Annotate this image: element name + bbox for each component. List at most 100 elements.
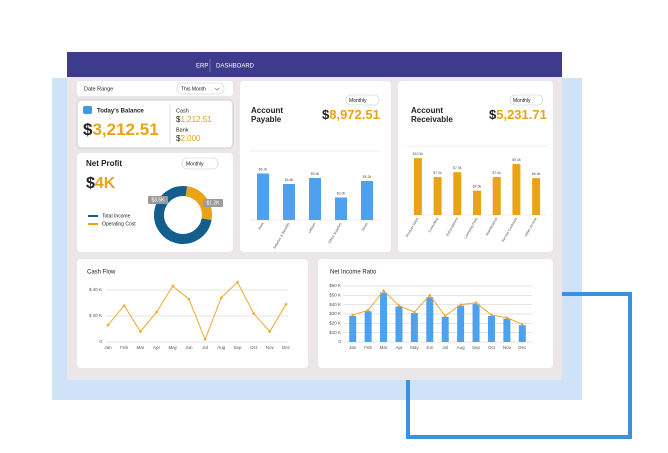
donut-segment [185,186,212,221]
amount: $4K [86,175,116,192]
point [171,284,175,288]
x-tick-label: Jul [442,345,448,350]
amount: $5,231.71 [489,107,547,122]
point [203,338,207,341]
point [106,323,110,327]
x-tick-label: Oct [488,345,496,350]
point [443,314,447,318]
card-title: Cash Flow [87,270,116,276]
point [397,304,401,307]
data-label: $3.5K [151,197,165,203]
donut-segment [154,186,212,244]
data-label: $7.9k [453,166,462,170]
x-tick-label: Dec [518,345,527,350]
period[interactable]: Monthly [186,161,204,167]
date-value[interactable]: This Month [181,86,206,92]
bar [364,311,372,342]
point [505,316,509,320]
x-tick-label: Nov [266,345,275,350]
bar [492,177,501,215]
x-tick-label: Jun [185,345,193,350]
period-dropdown[interactable] [345,94,380,106]
date-dropdown[interactable] [176,82,225,95]
period[interactable]: Monthly [349,98,367,104]
data-label: $6.2k [259,167,268,171]
y-tick-label: $10 K [329,330,341,335]
data-label: $4.8k [285,178,294,182]
page-name: DASHBOARD [216,64,255,70]
y-tick-label: 0 [99,339,102,344]
point [428,294,432,297]
period-dropdown[interactable] [509,94,544,106]
x-tick-label: Jan [104,345,112,350]
bar [472,303,480,342]
brand: ERP [196,64,208,70]
line [107,281,287,341]
x-tick-label: Utilities [308,222,317,234]
point [252,312,255,315]
bar [473,190,481,215]
balance-card [76,99,234,149]
y-tick-label: 0 [338,339,341,344]
chevron [214,87,220,91]
balance-amount: $3,212.51 [83,120,159,139]
x-tick-label: Mar [380,345,388,350]
data-label: $4.5k [473,185,482,189]
point [490,313,493,317]
bar [453,172,462,215]
cash-flow-card [77,259,308,368]
bar [349,315,357,342]
period[interactable]: Monthly [513,98,531,104]
payable-card [240,81,391,252]
label-box [148,196,168,204]
period-dropdown[interactable] [181,157,219,170]
bar [380,292,388,342]
point [520,322,524,326]
legend-label: Operating Cost [102,221,136,227]
y-tick-label: $30 K [329,311,341,316]
bar [426,297,434,342]
data-label: $7.0k [492,171,501,175]
date-label: Date Range [84,86,113,92]
cash-amount: $1,212.51 [176,115,212,124]
legend-label: Total Income [102,213,131,219]
point [459,303,462,306]
y-tick-label: $ 40 K [89,287,102,292]
card-title: Account Payable [251,106,283,124]
point [474,301,478,305]
x-tick-label: May [410,345,419,350]
x-tick-label: Feb [364,345,372,350]
point [155,310,158,314]
bar [503,318,511,342]
point [122,304,126,307]
bar [457,305,465,342]
bar [413,158,422,215]
point [187,297,191,301]
x-tick-label: Jun [426,345,434,350]
y-tick-label: $40 K [329,302,341,307]
bar [257,173,269,220]
y-tick-label: $20 K [329,321,341,326]
y-tick-label: $60 K [329,283,341,288]
bar [335,197,347,220]
point [139,330,142,333]
y-tick-label: $ 20 K [89,313,102,318]
cash-label: Cash [176,108,189,114]
data-label: $3.0k [337,191,346,195]
data-label: $5.2k [363,175,372,179]
x-tick-label: Feb [120,345,128,350]
data-label: $1.2K [206,200,220,206]
x-tick-label: Dec [282,345,291,350]
x-tick-label: Apr [153,345,161,350]
x-tick-label: Jul [202,345,208,350]
bar [309,178,321,220]
card-title: Net Income Ratio [330,270,377,276]
x-tick-label: Sep [472,345,481,350]
bar [518,325,526,342]
bar [395,306,403,342]
data-label: $9.4k [512,158,521,162]
point [351,313,355,317]
x-tick-label: Sep [233,345,242,350]
